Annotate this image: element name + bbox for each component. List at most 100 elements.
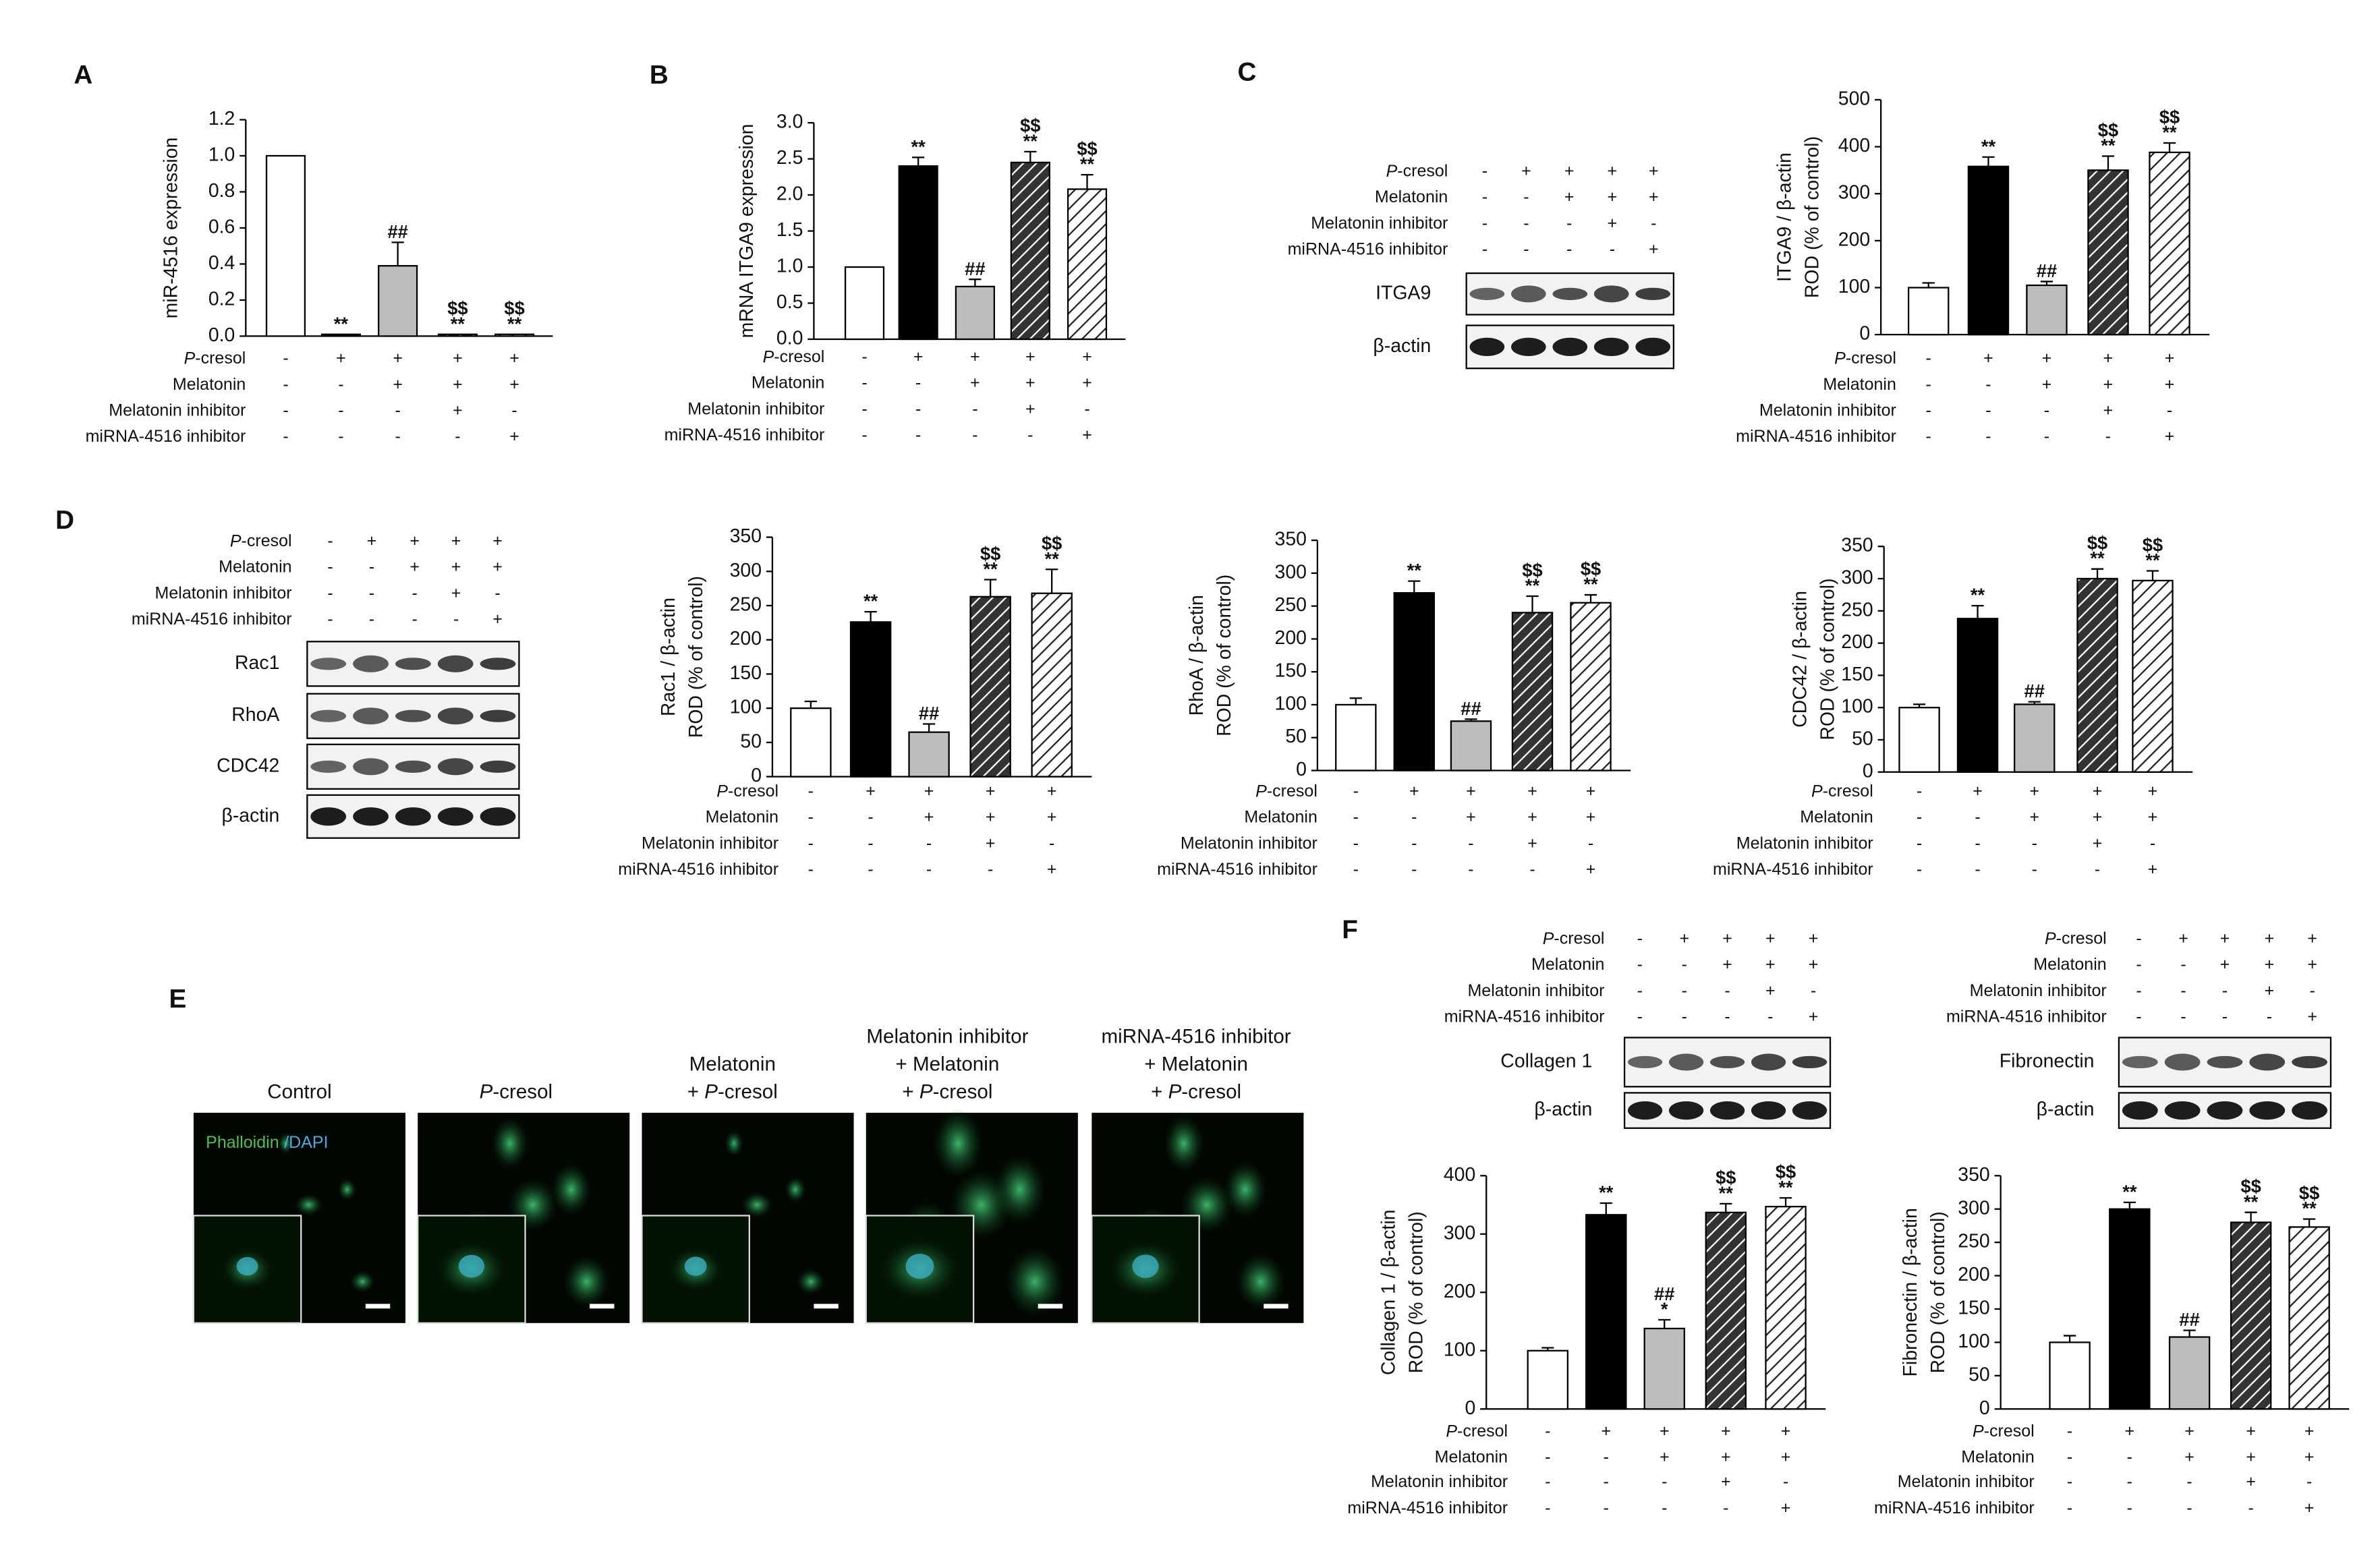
- treatment-sign: -: [861, 399, 867, 418]
- treatment-sign: +: [2304, 1448, 2315, 1467]
- bar: [2026, 284, 2068, 336]
- treatment-sign: -: [1566, 214, 1572, 233]
- significance: **: [911, 136, 926, 157]
- treatment-sign: -: [926, 834, 932, 852]
- treatment-sign: +: [970, 347, 980, 366]
- treatment-sign: -: [1523, 240, 1529, 259]
- treatment-sign: +: [970, 374, 980, 392]
- error-bar: [1982, 156, 1995, 167]
- treatment-label: P-cresol: [2045, 929, 2107, 948]
- treatment-label: Melatonin: [1375, 187, 1448, 206]
- y-tick-label: 50: [1285, 726, 1307, 747]
- treatment-sign: +: [2125, 1422, 2135, 1441]
- treatment-sign: +: [2304, 1499, 2315, 1517]
- significance: **: [1023, 130, 1038, 151]
- treatment-label: P-cresol: [1834, 349, 1896, 368]
- blot-band: [310, 760, 347, 773]
- treatment-sign: -: [2186, 1499, 2192, 1517]
- treatment-sign: -: [327, 531, 333, 550]
- error-bar: [1046, 569, 1058, 593]
- y-tick-label: 100: [1958, 1331, 1989, 1352]
- y-tick-label: 100: [1444, 1339, 1475, 1360]
- blot-band: [353, 807, 389, 826]
- treatment-sign: +: [1082, 426, 1092, 444]
- treatment-sign: -: [327, 583, 333, 602]
- treatment-sign: -: [2167, 401, 2172, 420]
- y-tick-label: 200: [1838, 229, 1870, 250]
- treatment-sign: -: [1985, 401, 1991, 420]
- treatment-sign: +: [1025, 399, 1036, 418]
- blot-band: [437, 758, 474, 776]
- error-bar: [1779, 1197, 1792, 1207]
- treatment-sign: -: [1353, 834, 1359, 852]
- cell: [278, 1132, 293, 1155]
- treatment-sign: -: [1529, 860, 1535, 879]
- treatment-sign: -: [1975, 834, 1980, 852]
- blot-band: [1792, 1101, 1828, 1120]
- treatment-sign: -: [2180, 981, 2186, 1000]
- treatment-label: Melatonin: [219, 558, 291, 577]
- error-bar: [912, 156, 925, 167]
- treatment-sign: +: [1586, 782, 1596, 801]
- y-axis-label: ROD (% of control): [1405, 1211, 1427, 1373]
- treatment-sign: -: [2136, 1008, 2141, 1026]
- blot-band: [1627, 1055, 1663, 1069]
- treatment-sign: +: [913, 347, 924, 366]
- treatment-sign: -: [808, 860, 814, 879]
- bar: [1765, 1206, 1807, 1410]
- blot-band: [1751, 1053, 1786, 1071]
- y-tick-label: 1.2: [208, 108, 235, 129]
- y-tick-label: 0: [1465, 1397, 1475, 1419]
- treatment-sign: -: [1975, 860, 1980, 879]
- micrograph-title: + P-cresol: [1151, 1080, 1241, 1103]
- treatment-sign: +: [2220, 929, 2230, 948]
- blot-band: [1511, 337, 1546, 357]
- treatment-sign: +: [2042, 375, 2052, 394]
- treatment-sign: -: [1545, 1422, 1550, 1441]
- error-bar: [1913, 703, 1926, 708]
- significance: $$: [2240, 1176, 2261, 1197]
- treatment-sign: +: [924, 782, 934, 801]
- treatment-sign: +: [393, 375, 403, 394]
- y-tick-label: 100: [1838, 276, 1870, 297]
- significance: *: [1661, 1299, 1668, 1320]
- blot-band: [310, 807, 347, 826]
- error-bar: [984, 579, 997, 597]
- treatment-label: P-cresol: [716, 782, 778, 801]
- blot-band: [353, 758, 389, 776]
- bar: [1570, 602, 1612, 772]
- bar: [790, 707, 832, 778]
- treatment-label: Melatonin: [1800, 808, 1873, 827]
- treatment-sign: -: [395, 401, 400, 420]
- treatment-label: Melatonin: [1823, 375, 1896, 394]
- treatment-sign: -: [1545, 1472, 1550, 1491]
- treatment-sign: +: [2307, 929, 2317, 948]
- treatment-label: miRNA-4516 inhibitor: [1874, 1499, 2035, 1517]
- y-axis-label: Rac1 / β-actin: [658, 598, 679, 716]
- treatment-label: miRNA-4516 inhibitor: [1713, 860, 1873, 879]
- treatment-sign: +: [336, 349, 346, 368]
- treatment-label: miRNA-4516 inhibitor: [1157, 860, 1318, 879]
- y-axis-label: Collagen 1 / β-actin: [1378, 1210, 1399, 1376]
- blot-band: [2292, 1101, 2327, 1120]
- error-bar: [2163, 142, 2176, 152]
- y-axis-label: mRNA ITGA9 expression: [736, 124, 758, 339]
- bar: [1031, 592, 1073, 778]
- blot-band: [310, 658, 347, 670]
- treatment-sign: +: [451, 558, 461, 577]
- blot-band: [1627, 1101, 1663, 1120]
- significance: $$: [2087, 532, 2107, 553]
- significance: $$: [1042, 533, 1062, 554]
- significance: ##: [2179, 1309, 2199, 1330]
- treatment-sign: -: [2067, 1448, 2072, 1467]
- treatment-label: P-cresol: [1973, 1422, 2035, 1441]
- bar: [849, 621, 892, 778]
- treatment-sign: -: [972, 399, 978, 418]
- treatment-sign: -: [1637, 955, 1643, 974]
- treatment-sign: -: [868, 834, 873, 852]
- bar: [969, 595, 1011, 778]
- y-tick-label: 200: [1958, 1264, 1989, 1285]
- y-tick-label: 0.2: [208, 288, 235, 310]
- significance: **: [2244, 1191, 2259, 1212]
- treatment-sign: +: [2265, 981, 2275, 1000]
